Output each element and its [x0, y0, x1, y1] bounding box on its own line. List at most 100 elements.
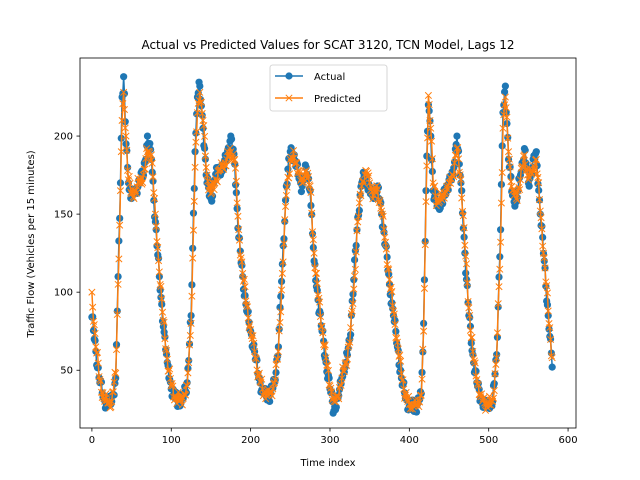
predicted-point	[531, 165, 539, 174]
predicted-point	[222, 162, 230, 170]
predicted-point	[450, 173, 458, 181]
predicted-point	[168, 379, 176, 388]
actual-point	[350, 256, 359, 264]
predicted-point	[124, 166, 132, 174]
predicted-point	[465, 304, 473, 312]
predicted-point	[94, 359, 102, 367]
predicted-point	[189, 254, 197, 262]
predicted-point	[387, 283, 395, 291]
predicted-point	[504, 134, 512, 142]
y-tick-label: 50	[60, 366, 73, 377]
predicted-point	[115, 255, 123, 263]
predicted-point	[281, 202, 290, 211]
predicted-point	[497, 238, 505, 246]
actual-point	[196, 82, 204, 90]
predicted-point	[187, 319, 195, 327]
predicted-point	[316, 312, 325, 321]
predicted-point	[282, 191, 290, 199]
predicted-point	[501, 93, 509, 101]
predicted-point	[460, 224, 468, 232]
predicted-point	[489, 394, 498, 402]
predicted-point	[167, 382, 175, 390]
predicted-point	[89, 303, 97, 311]
predicted-point	[275, 327, 283, 335]
predicted-point	[189, 226, 198, 234]
predicted-point	[162, 347, 171, 355]
predicted-point	[539, 242, 547, 250]
predicted-point	[417, 391, 425, 399]
predicted-point	[496, 265, 504, 273]
predicted-point	[201, 132, 209, 140]
actual-point	[412, 408, 421, 416]
predicted-point	[311, 264, 319, 272]
predicted-point	[351, 265, 359, 273]
predicted-point	[163, 355, 171, 363]
predicted-point	[174, 388, 182, 396]
predicted-point	[120, 105, 128, 114]
predicted-point	[283, 183, 291, 191]
predicted-point	[337, 381, 345, 389]
predicted-point	[155, 257, 163, 265]
predicted-point	[397, 369, 405, 377]
predicted-point	[529, 162, 537, 170]
predicted-point	[131, 187, 140, 195]
predicted-point	[474, 380, 482, 388]
predicted-point	[241, 283, 249, 291]
y-tick-label: 200	[54, 132, 73, 143]
predicted-point	[229, 150, 237, 158]
predicted-point	[326, 382, 334, 390]
predicted-point	[166, 374, 175, 383]
legend-actual-marker	[285, 72, 293, 80]
y-tick-label: 150	[54, 210, 73, 221]
predicted-point	[379, 212, 387, 220]
predicted-point	[462, 252, 470, 260]
predicted-point	[425, 100, 433, 109]
predicted-point	[276, 318, 284, 327]
predicted-point	[494, 300, 502, 308]
predicted-point	[209, 179, 217, 187]
predicted-point	[105, 397, 113, 405]
x-tick-label: 0	[89, 435, 95, 446]
predicted-point	[310, 249, 318, 257]
predicted-point	[322, 354, 330, 362]
predicted-point	[185, 359, 193, 367]
predicted-point	[390, 310, 398, 318]
predicted-point	[156, 280, 164, 289]
predicted-point	[109, 388, 117, 396]
predicted-point	[181, 391, 190, 399]
predicted-point	[268, 392, 276, 400]
predicted-point	[239, 277, 248, 285]
predicted-point	[466, 311, 474, 319]
predicted-point	[255, 371, 263, 379]
predicted-point	[117, 148, 125, 156]
predicted-point	[289, 147, 298, 155]
predicted-point	[190, 197, 198, 205]
predicted-point	[152, 222, 160, 231]
predicted-point	[139, 171, 148, 179]
predicted-point	[397, 357, 405, 365]
predicted-point	[399, 376, 407, 384]
predicted-point	[271, 376, 279, 384]
predicted-point	[130, 194, 138, 203]
predicted-point	[544, 307, 552, 315]
predicted-point	[120, 88, 128, 96]
actual-point	[545, 325, 553, 333]
predicted-point	[356, 190, 364, 198]
predicted-point	[121, 124, 129, 132]
predicted-point	[239, 269, 247, 277]
predicted-point	[423, 162, 431, 170]
predicted-point	[235, 236, 244, 244]
predicted-point	[320, 342, 328, 351]
predicted-point	[313, 279, 321, 287]
predicted-point	[536, 207, 544, 215]
predicted-point	[350, 285, 358, 293]
predicted-point	[155, 268, 163, 276]
predicted-point	[357, 192, 365, 200]
predicted-point	[165, 367, 173, 375]
predicted-point	[344, 343, 352, 351]
predicted-point	[537, 214, 545, 222]
predicted-point	[512, 194, 521, 203]
predicted-point	[161, 335, 169, 343]
predicted-point	[419, 345, 427, 353]
predicted-point	[469, 347, 477, 356]
